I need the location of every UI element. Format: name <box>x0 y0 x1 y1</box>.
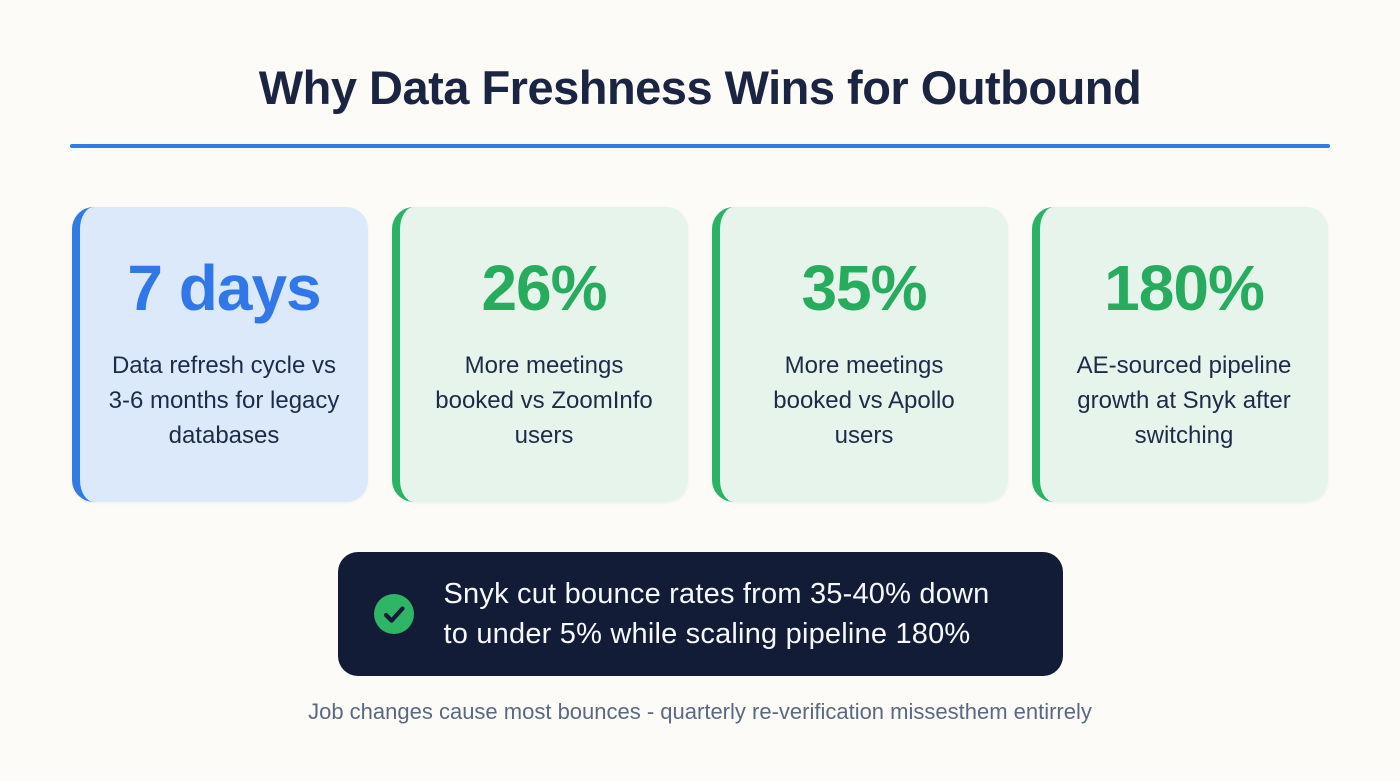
stat-value: 26% <box>481 252 607 324</box>
stat-value: 7 days <box>127 252 321 324</box>
stat-description: AE-sourced pipeline growth at Snyk after… <box>1076 352 1292 449</box>
stat-cards-row: 7 days Data refresh cycle vs 3-6 months … <box>72 207 1328 502</box>
stat-card-vs-zoominfo: 26% More meetings booked vs ZoomInfo use… <box>392 207 688 502</box>
callout-line-2: to under 5% while scaling pipeline 180% <box>443 618 971 650</box>
stat-description: Data refresh cycle vs 3-6 months for leg… <box>108 352 340 449</box>
check-circle-icon <box>373 594 414 634</box>
header: Why Data Freshness Wins for Outbound <box>0 60 1400 148</box>
callout-text: Snyk cut bounce rates from 35-40% down t… <box>444 574 990 654</box>
stat-card-vs-apollo: 35% More meetings booked vs Apollo users <box>712 207 1008 502</box>
stat-value: 35% <box>801 252 927 324</box>
page-title: Why Data Freshness Wins for Outbound <box>258 61 1142 114</box>
footnote: Job changes cause most bounces - quarter… <box>308 699 1092 724</box>
stat-description: More meetings booked vs ZoomInfo users <box>435 352 653 449</box>
highlight-callout: Snyk cut bounce rates from 35-40% down t… <box>337 552 1063 676</box>
stat-description: More meetings booked vs Apollo users <box>773 352 955 449</box>
callout-line-1: Snyk cut bounce rates from 35-40% down <box>443 578 990 610</box>
stat-card-pipeline-growth: 180% AE-sourced pipeline growth at Snyk … <box>1032 207 1328 502</box>
stat-card-refresh-cycle: 7 days Data refresh cycle vs 3-6 months … <box>72 207 368 502</box>
stat-value: 180% <box>1104 252 1265 324</box>
title-underline <box>70 144 1330 148</box>
